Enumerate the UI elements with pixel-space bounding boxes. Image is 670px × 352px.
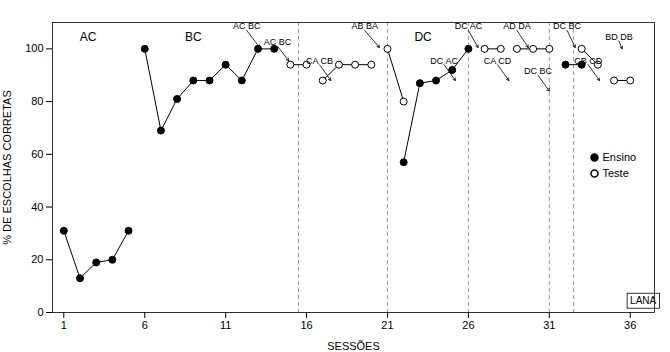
svg-text:AB BA: AB BA: [352, 21, 379, 31]
svg-text:26: 26: [462, 319, 474, 331]
svg-text:6: 6: [142, 319, 148, 331]
svg-text:DC BC: DC BC: [553, 21, 582, 31]
svg-text:40: 40: [31, 201, 43, 213]
svg-text:LANA: LANA: [630, 295, 656, 306]
svg-text:20: 20: [31, 253, 43, 265]
svg-text:80: 80: [31, 95, 43, 107]
svg-text:DC AC: DC AC: [455, 21, 483, 31]
svg-text:AC BC: AC BC: [264, 37, 292, 47]
svg-text:31: 31: [543, 319, 555, 331]
svg-text:DC BC: DC BC: [524, 66, 553, 76]
svg-text:DC: DC: [414, 30, 432, 44]
svg-text:BC: BC: [185, 30, 202, 44]
svg-text:CA CD: CA CD: [484, 56, 512, 66]
svg-text:BD DB: BD DB: [605, 32, 633, 42]
svg-text:CB CD: CB CD: [574, 56, 603, 66]
svg-text:CA CB: CA CB: [306, 56, 333, 66]
svg-text:AC: AC: [80, 30, 97, 44]
svg-text:0: 0: [37, 306, 43, 318]
svg-text:% DE ESCOLHAS CORRETAS: % DE ESCOLHAS CORRETAS: [1, 90, 13, 244]
svg-text:DC AC: DC AC: [430, 56, 458, 66]
svg-text:1: 1: [61, 319, 67, 331]
svg-text:36: 36: [624, 319, 636, 331]
svg-text:60: 60: [31, 148, 43, 160]
svg-text:Ensino: Ensino: [603, 151, 637, 163]
svg-text:AD DA: AD DA: [503, 21, 531, 31]
svg-text:11: 11: [220, 319, 231, 331]
svg-text:AC BC: AC BC: [233, 21, 261, 31]
svg-text:SESSÕES: SESSÕES: [327, 340, 380, 352]
svg-text:Teste: Teste: [603, 167, 629, 179]
svg-text:100: 100: [25, 42, 43, 54]
svg-text:16: 16: [300, 319, 312, 331]
svg-text:21: 21: [381, 319, 393, 331]
